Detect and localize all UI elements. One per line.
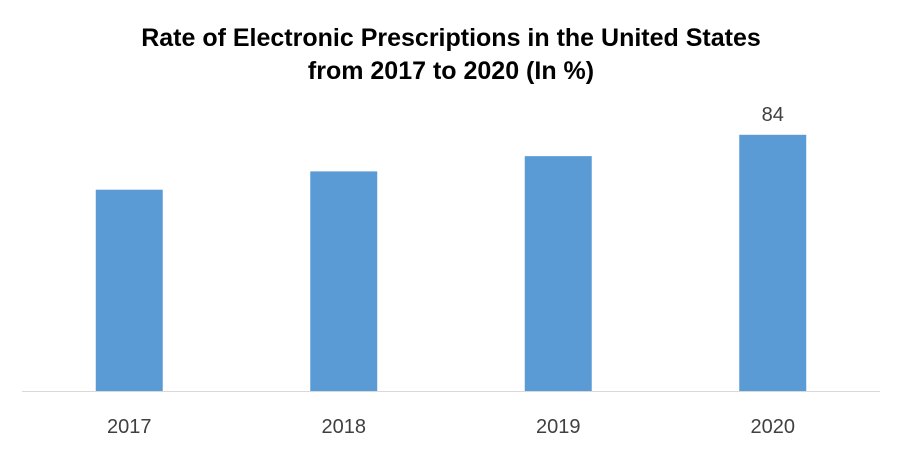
bar-2017 bbox=[95, 189, 163, 391]
x-tick-label-2020: 2020 bbox=[751, 416, 796, 438]
x-tick-label-2019: 2019 bbox=[536, 416, 581, 438]
x-tick-label-2017: 2017 bbox=[107, 416, 152, 438]
bar-2019 bbox=[524, 156, 592, 391]
bar-2018 bbox=[310, 171, 378, 391]
chart-title-line-2: from 2017 to 2020 (In %) bbox=[307, 57, 595, 85]
chart-title: Rate of Electronic Prescriptions in the … bbox=[0, 22, 902, 88]
bar-2020 bbox=[739, 134, 807, 392]
data-label-2020: 84 bbox=[762, 104, 784, 126]
chart-title-line-1: Rate of Electronic Prescriptions in the … bbox=[141, 24, 761, 52]
x-tick-label-2018: 2018 bbox=[322, 416, 367, 438]
